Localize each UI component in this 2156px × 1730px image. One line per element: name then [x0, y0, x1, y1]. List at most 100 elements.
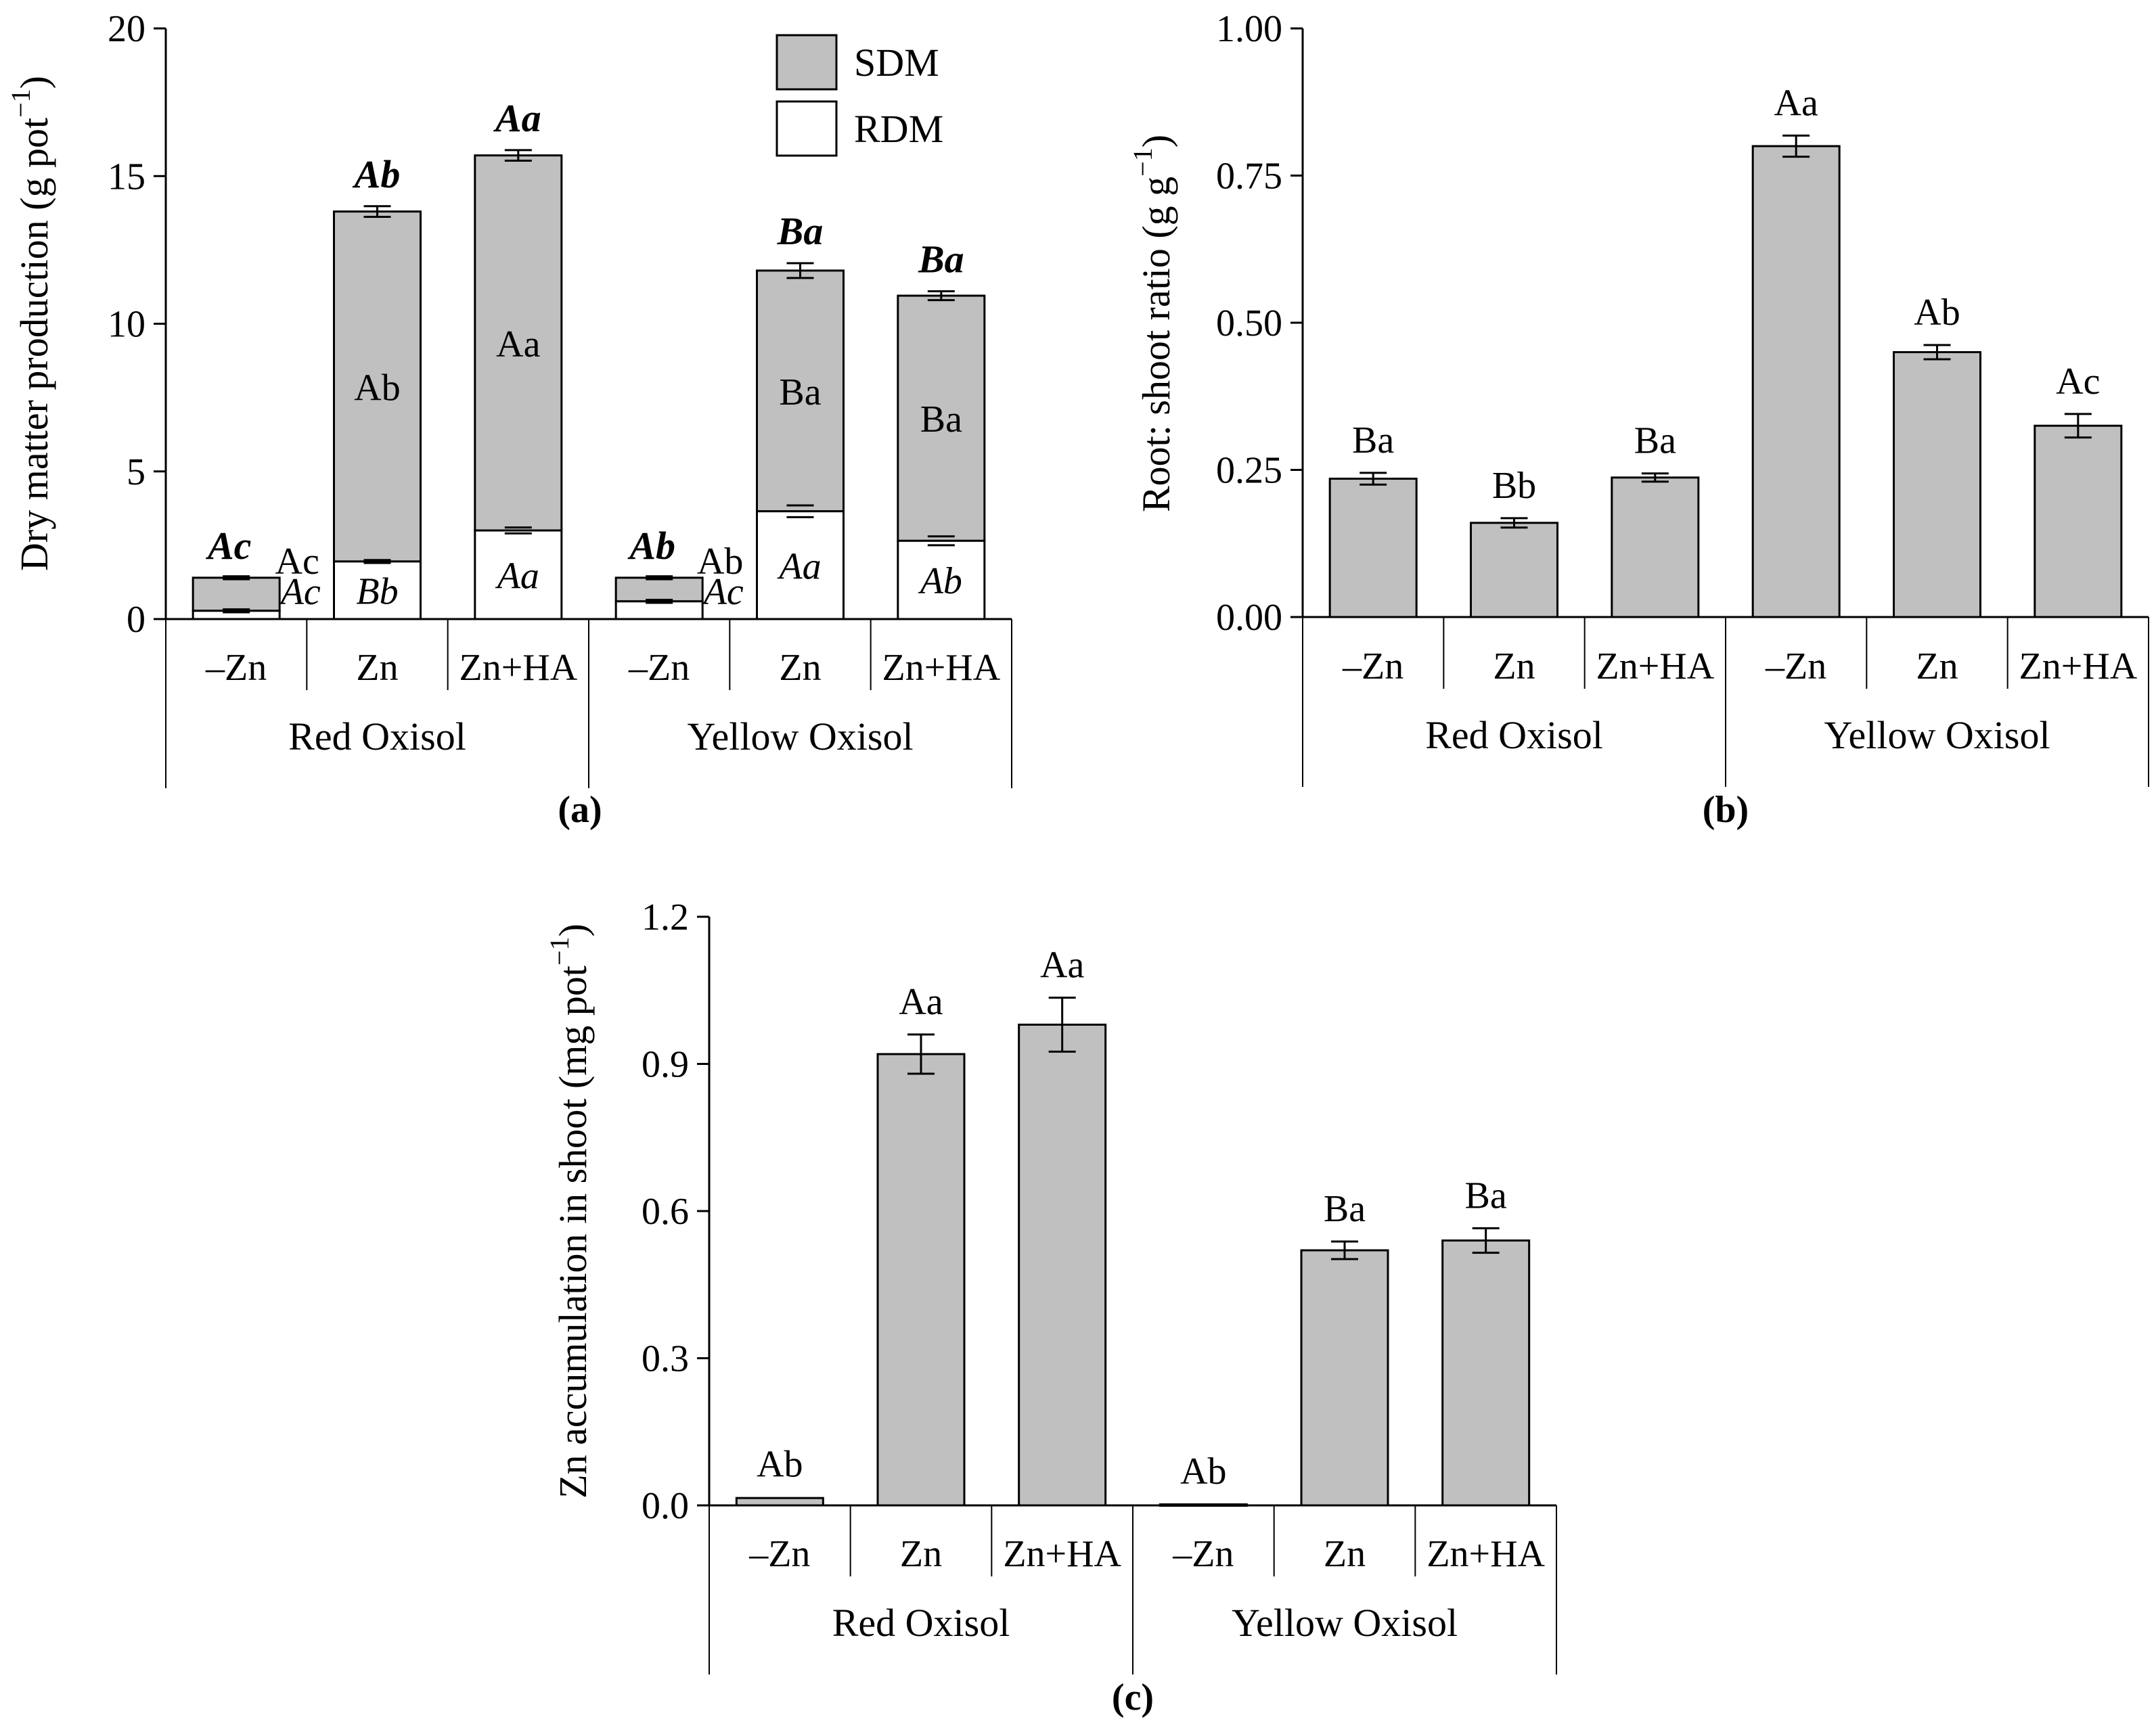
significance-label: Bb [1492, 465, 1536, 507]
group-label: Red Oxisol [288, 714, 466, 758]
sdm-significance-label: Aa [496, 323, 540, 365]
significance-label: Ab [1180, 1451, 1226, 1493]
rdm-significance-label: Bb [356, 570, 398, 612]
x-tick-label: Zn+HA [1003, 1533, 1121, 1575]
group-label: Yellow Oxisol [1232, 1601, 1458, 1645]
y-tick-label: 20 [108, 8, 145, 50]
x-tick-label: Zn+HA [1596, 645, 1714, 687]
y-axis-title-text: Dry matter production (g pot [12, 118, 56, 571]
x-tick-label: –Zn [748, 1533, 810, 1575]
y-axis-title: Zn accumulation in shoot (mg pot−1) [544, 924, 595, 1499]
rdm-significance-label: Ac [701, 571, 744, 613]
significance-label: Ba [1634, 420, 1676, 462]
sdm-significance-label: Ba [779, 371, 821, 413]
x-tick-label: Zn+HA [1427, 1533, 1545, 1575]
x-tick-label: Zn+HA [459, 647, 577, 689]
x-tick-label: –Zn [205, 647, 267, 689]
bar-rdm [192, 610, 281, 620]
y-tick-label: 0.0 [642, 1485, 689, 1527]
y-tick-label: 0.00 [1216, 597, 1282, 639]
panel-label: (c) [1112, 1677, 1154, 1718]
rdm-significance-label: Aa [495, 555, 539, 597]
bar [1893, 351, 1981, 618]
y-tick-label: 0.50 [1216, 302, 1282, 344]
significance-label: Ba [1324, 1188, 1366, 1230]
x-tick-label: –Zn [1765, 645, 1826, 687]
y-tick-label: 1.00 [1216, 8, 1282, 50]
bar [1470, 522, 1558, 618]
total-significance-label: Ab [627, 524, 675, 568]
y-tick-label: 0.9 [642, 1044, 689, 1086]
panel-label: (b) [1703, 789, 1749, 831]
x-tick-label: –Zn [1172, 1533, 1234, 1575]
x-tick-label: Zn [356, 647, 398, 689]
y-axis-title-close: ) [551, 924, 595, 936]
y-tick-label: 0.3 [642, 1338, 689, 1380]
y-axis-title-text: Root: shoot ratio (g g [1134, 177, 1178, 512]
bar-sdm [474, 154, 563, 532]
group-label: Yellow Oxisol [687, 714, 913, 758]
bar [2034, 424, 2123, 618]
y-tick-label: 0.25 [1216, 450, 1282, 492]
y-tick-label: 0 [127, 599, 145, 641]
rdm-significance-label: Ab [918, 560, 962, 602]
y-axis-title-superscript: −1 [1127, 147, 1158, 177]
bar-rdm [897, 539, 986, 620]
bar-sdm [897, 294, 986, 542]
bar-rdm [333, 560, 422, 620]
significance-label: Aa [1774, 82, 1818, 124]
x-tick-label: Zn [1493, 645, 1535, 687]
legend-label-rdm: RDM [854, 107, 943, 151]
sdm-significance-label: Ac [275, 541, 319, 583]
x-tick-label: Zn [1324, 1533, 1366, 1575]
y-axis-title-superscript: −1 [5, 89, 36, 118]
significance-label: Ba [1465, 1175, 1507, 1216]
group-label: Yellow Oxisol [1824, 713, 2050, 757]
bar [1328, 478, 1418, 618]
bar-rdm [614, 600, 704, 620]
bar [1300, 1249, 1389, 1507]
bar-sdm [192, 576, 281, 612]
y-tick-label: 10 [108, 304, 145, 346]
panel-label: (a) [558, 789, 602, 831]
sdm-significance-label: Ba [920, 399, 962, 440]
y-tick-label: 1.2 [642, 896, 689, 938]
y-tick-label: 5 [127, 451, 145, 493]
y-axis-title-text: Zn accumulation in shoot (mg pot [551, 965, 595, 1499]
group-label: Red Oxisol [832, 1601, 1010, 1645]
legend-swatch-sdm [776, 34, 838, 91]
significance-label: Ab [757, 1444, 803, 1486]
bar [876, 1053, 966, 1507]
x-tick-label: Zn [1916, 645, 1958, 687]
group-label: Red Oxisol [1425, 713, 1603, 757]
sdm-significance-label: Ab [697, 541, 743, 583]
y-tick-label: 15 [108, 156, 145, 198]
panel-c: 0.0 0.3 0.6 0.9 1.2 Zn accumulation in shoot … [544, 896, 1557, 1718]
bar-rdm [474, 529, 563, 620]
panel-b: 0.00 0.25 0.50 0.75 1.00 Root: shoot ratio (g… [1127, 8, 2149, 831]
y-axis-title-close: ) [1134, 135, 1178, 147]
total-significance-label: Ba [918, 237, 964, 281]
significance-label: Aa [899, 981, 943, 1023]
total-significance-label: Ab [353, 152, 401, 196]
total-significance-label: Aa [493, 96, 541, 140]
x-tick-label: –Zn [1342, 645, 1403, 687]
y-axis-title: Root: shoot ratio (g g−1) [1127, 135, 1178, 512]
x-tick-label: Zn [900, 1533, 942, 1575]
bar-sdm [614, 576, 704, 603]
bar [1441, 1239, 1531, 1507]
total-significance-label: Ba [777, 209, 824, 253]
total-significance-label: Ac [206, 524, 251, 568]
panel-a: 0 5 10 15 20 Dry matter production (g pot−1) –… [5, 8, 1012, 831]
rdm-significance-label: Aa [776, 545, 821, 587]
bar [1018, 1024, 1107, 1507]
x-tick-label: Zn+HA [2019, 645, 2137, 687]
significance-label: Ac [2056, 361, 2100, 403]
legend-swatch-rdm [776, 100, 838, 157]
bar [1159, 1503, 1248, 1507]
y-axis-title: Dry matter production (g pot−1) [5, 76, 56, 571]
significance-label: Ab [1914, 292, 1960, 334]
sdm-significance-label: Ab [354, 367, 400, 409]
y-tick-label: 0.6 [642, 1191, 689, 1233]
